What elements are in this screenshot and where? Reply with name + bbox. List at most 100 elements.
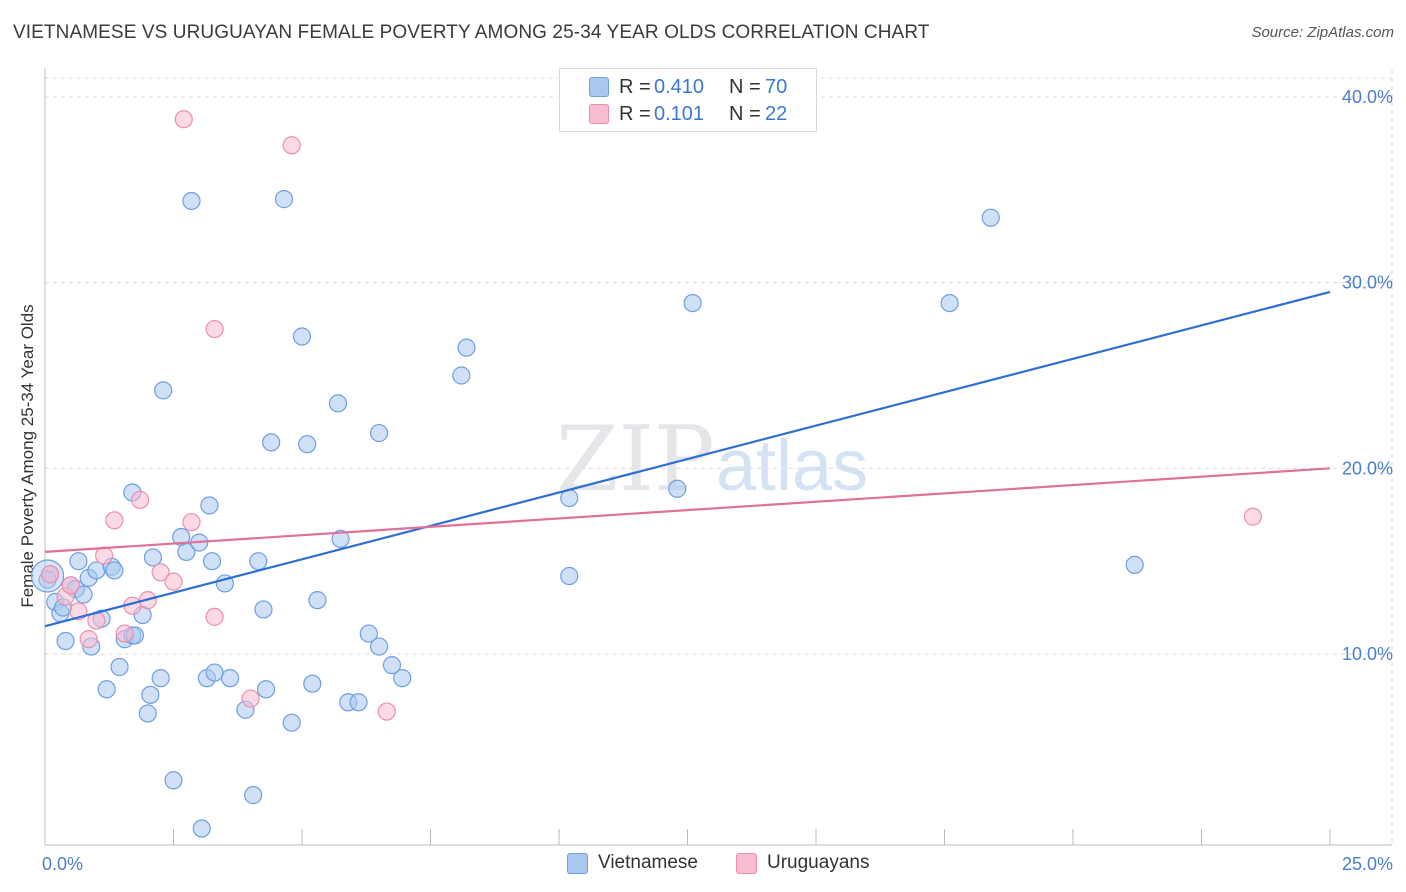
data-point: [130, 490, 150, 509]
data-point: [370, 423, 389, 443]
data-point: [1243, 507, 1263, 526]
legend-n-label: N =: [729, 75, 761, 98]
chart-title: VIETNAMESE VS URUGUAYAN FEMALE POVERTY A…: [13, 22, 930, 43]
data-point: [105, 561, 124, 580]
x-tick-label: 25.0%: [1342, 854, 1393, 874]
axes: [44, 68, 1392, 846]
data-point: [1125, 555, 1144, 574]
data-point: [292, 327, 312, 346]
data-point: [241, 689, 260, 708]
legend-n-label: N =: [729, 102, 761, 125]
trend-line-uruguayans: [44, 467, 1331, 553]
data-point: [205, 607, 224, 626]
data-point: [457, 338, 476, 357]
data-point: [349, 693, 368, 712]
data-point: [79, 630, 98, 649]
data-point: [192, 819, 211, 838]
data-point: [452, 366, 471, 385]
data-point: [41, 565, 60, 584]
data-point: [56, 631, 75, 651]
data-point: [282, 136, 301, 155]
gridlines: [45, 70, 1393, 845]
data-point: [308, 591, 327, 610]
data-point: [110, 657, 129, 677]
data-point: [274, 190, 294, 209]
data-point: [282, 713, 301, 732]
data-point: [940, 293, 959, 313]
legend-item-vietnamese: Vietnamese: [567, 852, 698, 874]
data-point: [303, 674, 322, 693]
data-point: [69, 552, 88, 571]
legend-n-value: 70: [765, 75, 788, 98]
data-point: [298, 435, 317, 454]
y-tick-label: 10.0%: [1342, 644, 1393, 664]
legend-r-value: 0.410: [654, 75, 705, 98]
y-tick-label: 30.0%: [1342, 273, 1393, 293]
legend-swatch-uruguayans: [589, 104, 609, 124]
x-tick-label: 0.0%: [42, 854, 83, 874]
data-point: [141, 685, 160, 704]
vietnamese-points: [30, 190, 1144, 838]
data-point: [154, 381, 173, 400]
data-point: [359, 624, 378, 643]
legend-n-value: 22: [765, 102, 788, 125]
data-point: [256, 680, 276, 699]
data-point: [205, 319, 224, 339]
data-point: [115, 624, 134, 643]
trend-line-vietnamese: [44, 290, 1331, 628]
legend-r-label: R =: [619, 102, 651, 125]
data-point: [668, 479, 687, 498]
legend-label-vietnamese: Vietnamese: [598, 852, 698, 873]
data-point: [105, 511, 124, 530]
data-point: [205, 663, 224, 682]
data-point: [182, 513, 201, 532]
data-point: [683, 293, 702, 313]
data-point: [377, 702, 396, 721]
data-point: [393, 669, 412, 688]
legend-r-value: 0.101: [654, 102, 705, 125]
trend-lines: [44, 290, 1331, 628]
data-point: [164, 771, 183, 790]
watermark-atlas: atlas: [716, 426, 868, 506]
y-tick-label: 20.0%: [1342, 458, 1393, 478]
uruguayan-points: [41, 110, 1263, 721]
data-point: [220, 669, 240, 688]
data-point: [200, 496, 219, 515]
legend-r-label: R =: [619, 75, 651, 98]
data-point: [202, 552, 222, 571]
data-point: [244, 786, 263, 805]
data-point: [249, 552, 268, 571]
data-point: [370, 637, 389, 656]
data-point: [97, 680, 116, 699]
legend-swatch-vietnamese: [589, 77, 609, 97]
legend-label-uruguayans: Uruguayans: [767, 852, 870, 873]
correlation-legend: R = 0.410 N = 70 R = 0.101 N = 22: [559, 68, 817, 132]
data-point: [254, 600, 273, 619]
data-point: [174, 110, 193, 129]
data-point: [143, 548, 163, 567]
watermark: ZIP atlas: [556, 407, 868, 512]
data-point: [151, 563, 170, 582]
data-point: [95, 546, 114, 565]
tick-labels: 10.0% 20.0% 30.0% 40.0% 0.0% 25.0%: [42, 87, 1393, 874]
legend-swatch-vietnamese: [567, 852, 588, 874]
legend-item-uruguayans: Uruguayans: [736, 852, 869, 874]
chart-source: Source: ZipAtlas.com: [1251, 24, 1394, 41]
y-tick-label: 40.0%: [1342, 87, 1393, 107]
data-point: [151, 669, 170, 688]
legend-row-vietnamese: R = 0.410 N = 70: [560, 74, 816, 100]
data-point: [262, 433, 281, 452]
data-point: [981, 208, 1000, 227]
data-point: [61, 576, 80, 595]
data-point: [74, 585, 93, 604]
data-point: [382, 656, 402, 675]
legend-row-uruguayans: R = 0.101 N = 22: [560, 101, 816, 127]
data-point: [182, 191, 201, 211]
legend-swatch-uruguayans: [736, 852, 757, 874]
data-point: [331, 529, 350, 548]
data-point: [328, 394, 348, 413]
data-point: [138, 704, 157, 723]
data-point: [164, 572, 183, 591]
watermark-zip: ZIP: [556, 407, 715, 512]
